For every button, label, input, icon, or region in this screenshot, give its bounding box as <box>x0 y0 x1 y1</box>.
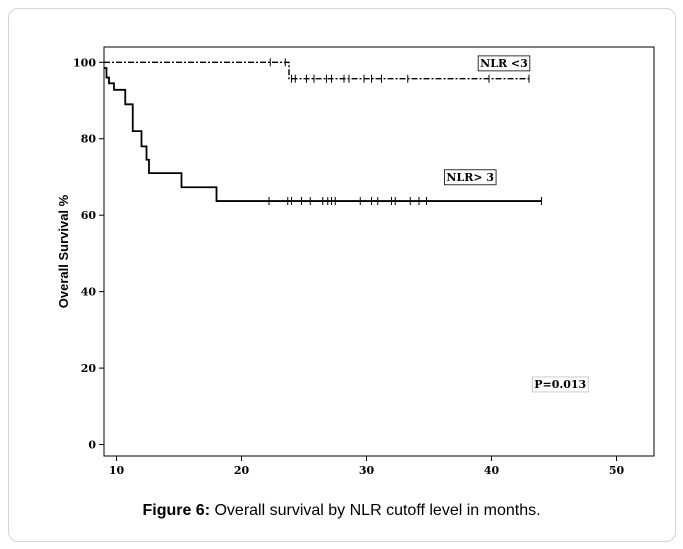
series-line-nlr-3 <box>104 61 529 80</box>
x-tick-label-20: 20 <box>234 464 250 477</box>
figure-caption: Figure 6: Overall survival by NLR cutoff… <box>0 502 683 520</box>
legend-text-nlr-3: NLR <3 <box>480 57 528 70</box>
plot-area-border <box>103 46 655 457</box>
y-tick-label-60: 60 <box>81 209 97 222</box>
legend-box-nlr-3 <box>444 169 497 186</box>
labels-layer: NLR <3 NLR> 3 P=0.013 <box>444 55 589 393</box>
p-value-box <box>531 376 589 393</box>
series-nlr-3 <box>104 67 542 206</box>
caption-label: Figure 6: <box>142 502 211 519</box>
x-tick-label-10: 10 <box>109 464 125 477</box>
x-tick-label-40: 40 <box>484 464 500 477</box>
legend-label-nlr-3: NLR <3 <box>477 55 531 72</box>
y-tick-label-20: 20 <box>81 362 97 375</box>
figure-frame <box>8 8 676 542</box>
x-tick-label-30: 30 <box>359 464 375 477</box>
y-tick-label-40: 40 <box>81 286 97 299</box>
x-tick-label-50: 50 <box>609 464 625 477</box>
y-tick-label-100: 100 <box>73 56 96 69</box>
axes: 0 20 40 60 80 100 10 20 30 40 50 <box>73 46 655 477</box>
legend-label-nlr-3: NLR> 3 <box>444 169 497 186</box>
series-layer <box>104 58 542 206</box>
y-tick-label-0: 0 <box>88 439 96 452</box>
series-line-nlr-3 <box>104 67 542 202</box>
legend-box-nlr-3 <box>477 55 531 72</box>
y-axis-label: Overall Survival % <box>56 194 71 308</box>
series-nlr-3 <box>104 58 530 83</box>
caption-text: Overall survival by NLR cutoff level in … <box>210 502 541 519</box>
legend-text-nlr-3: NLR> 3 <box>446 171 494 184</box>
p-value-text: P=0.013 <box>534 378 586 391</box>
p-value-annotation: P=0.013 <box>531 376 589 393</box>
y-tick-label-80: 80 <box>81 133 97 146</box>
